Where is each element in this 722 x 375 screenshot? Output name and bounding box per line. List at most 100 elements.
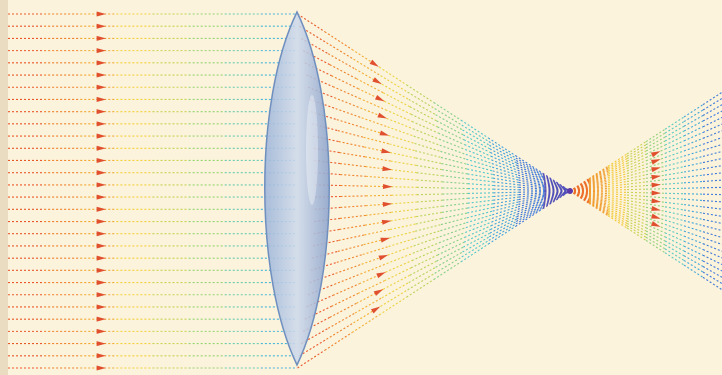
diverging-ray	[645, 140, 666, 152]
converging-ray	[363, 237, 390, 246]
converging-ray	[391, 201, 417, 205]
diverging-ray	[588, 191, 609, 195]
diverging-ray	[626, 181, 647, 185]
converging-ray	[338, 234, 365, 241]
converging-ray-arrow	[372, 77, 382, 85]
diverging-ray	[569, 190, 590, 200]
diverging-ray	[645, 203, 666, 208]
diverging-ray	[626, 184, 647, 188]
converging-ray	[407, 91, 435, 110]
diverging-ray	[588, 175, 609, 184]
converging-ray	[354, 297, 383, 314]
converging-ray	[515, 207, 544, 225]
diverging-ray	[664, 150, 685, 159]
converging-ray	[416, 211, 442, 218]
converging-ray	[326, 322, 354, 340]
converging-ray	[382, 92, 411, 108]
converging-ray	[492, 173, 519, 181]
diverging-ray	[702, 260, 722, 272]
converging-ray	[359, 271, 386, 285]
converging-ray	[517, 202, 544, 215]
converging-ray	[391, 177, 417, 181]
diverging-ray	[683, 240, 704, 251]
diverging-ray	[645, 195, 666, 199]
diverging-ray	[664, 236, 685, 247]
diverging-ray	[645, 144, 666, 155]
diverging-ray	[664, 130, 685, 142]
converging-ray-arrow	[369, 59, 379, 67]
incoming-ray-arrow	[96, 157, 106, 163]
converging-ray	[439, 144, 467, 155]
converging-ray	[324, 332, 353, 351]
diverging-ray	[588, 195, 609, 202]
diverging-ray	[683, 250, 704, 262]
converging-ray	[488, 141, 517, 159]
diverging-ray	[664, 135, 685, 146]
diverging-ray	[664, 201, 685, 206]
incoming-ray-arrow	[96, 292, 106, 298]
diverging-ray	[645, 227, 666, 238]
converging-ray	[362, 246, 389, 256]
diverging-ray	[607, 200, 628, 207]
diverging-ray	[683, 230, 704, 239]
converging-ray	[518, 198, 545, 208]
converging-ray	[410, 254, 438, 269]
diverging-ray	[702, 130, 722, 139]
converging-ray	[438, 132, 465, 146]
diverging-ray	[588, 193, 609, 198]
converging-ray	[492, 170, 519, 179]
converging-ray	[351, 48, 380, 68]
diverging-ray	[607, 193, 628, 196]
converging-ray	[359, 97, 386, 111]
converging-ray-arrow	[381, 219, 392, 225]
converging-ray	[441, 212, 468, 220]
incoming-ray-arrow	[96, 84, 106, 90]
diverging-ray	[626, 220, 647, 232]
incoming-ray-arrow	[96, 304, 106, 310]
incoming-ray-arrow	[96, 96, 106, 102]
incoming-ray-arrow	[96, 243, 106, 249]
converging-ray	[518, 197, 545, 205]
converging-ray	[442, 175, 468, 180]
diverging-ray	[607, 178, 628, 184]
diverging-ray	[645, 220, 666, 230]
converging-ray	[334, 97, 361, 109]
converging-ray	[363, 136, 390, 145]
diverging-ray	[664, 166, 685, 172]
diverging-ray	[626, 160, 647, 169]
diverging-ray	[683, 126, 704, 137]
converging-ray	[335, 263, 362, 274]
diverging-ray	[683, 204, 704, 208]
converging-ray-arrow	[377, 112, 388, 119]
left-edge-strip	[0, 0, 8, 375]
converging-ray	[332, 283, 360, 296]
converging-ray	[340, 205, 366, 209]
converging-ray	[515, 155, 544, 174]
diverging-ray	[626, 215, 647, 225]
converging-ray	[409, 106, 437, 122]
diverging-ray	[702, 117, 722, 128]
diverging-ray	[626, 170, 647, 177]
diverging-ray	[664, 140, 685, 150]
converging-ray	[411, 120, 439, 134]
diverging-ray-arrow	[650, 151, 661, 158]
diverging-ray	[626, 153, 647, 164]
converging-ray	[340, 184, 366, 187]
converging-ray	[462, 129, 490, 146]
converging-ray	[489, 218, 517, 234]
converging-ray	[436, 246, 464, 262]
converging-ray	[365, 175, 392, 179]
converging-ray-arrow	[380, 237, 391, 243]
converging-ray	[389, 223, 416, 230]
converging-ray	[544, 190, 571, 199]
incoming-ray-arrow	[96, 133, 106, 139]
incoming-ray-arrow	[96, 60, 106, 66]
diverging-rays	[569, 91, 722, 291]
converging-ray	[515, 208, 544, 227]
diverging-ray	[588, 197, 609, 205]
converging-ray	[415, 157, 442, 165]
converging-ray	[378, 66, 407, 86]
converging-ray	[391, 194, 417, 196]
converging-ray	[385, 260, 413, 273]
converging-ray	[364, 156, 391, 162]
